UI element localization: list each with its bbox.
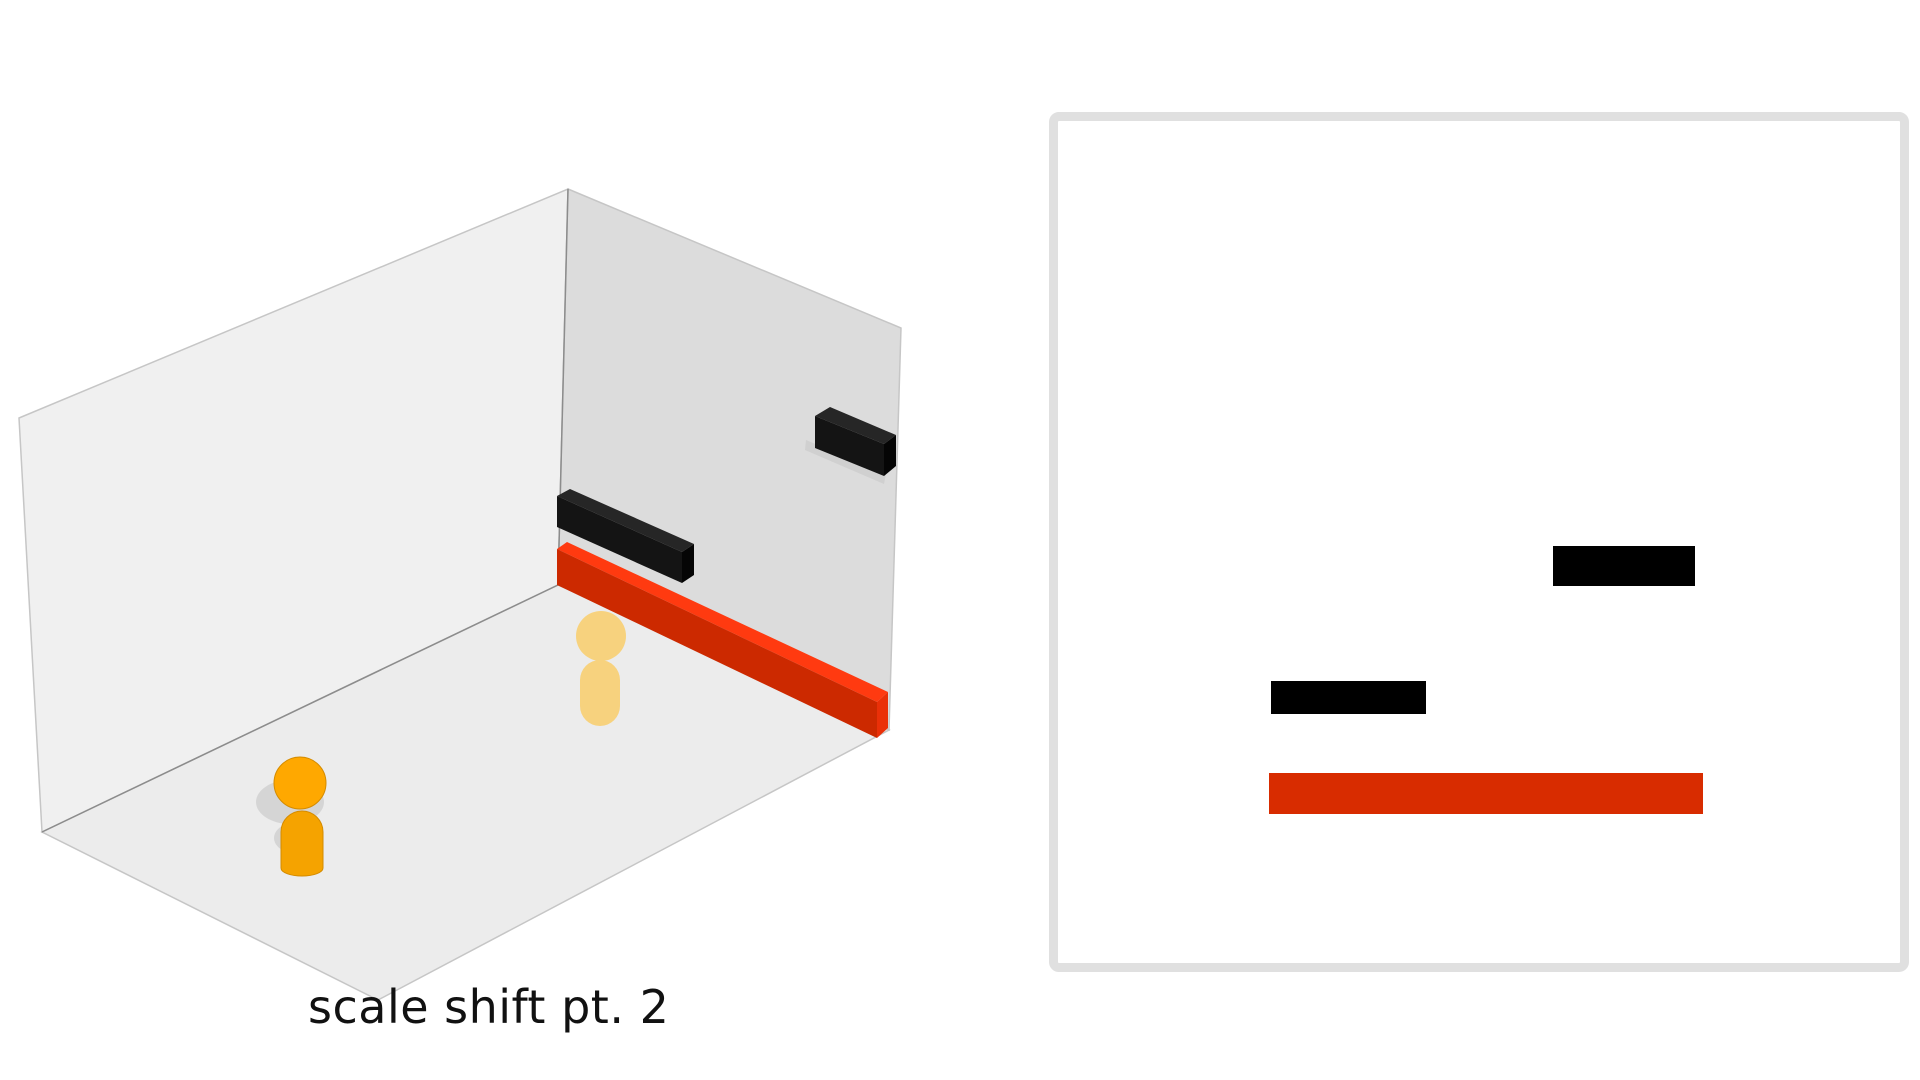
room-scene-3d [18, 187, 902, 1001]
ledge-high [815, 407, 896, 476]
preview-ledge-low [1271, 681, 1426, 714]
player-figure-icon[interactable] [273, 756, 327, 877]
player-ghost-icon [576, 611, 626, 726]
floor-edge [41, 584, 559, 833]
preview-ledge-high [1553, 546, 1695, 586]
floor-bar [557, 542, 888, 738]
top-down-preview-panel [1049, 112, 1909, 972]
preview-floor-bar [1269, 773, 1703, 814]
ledge-low [557, 489, 694, 583]
level-caption: scale shift pt. 2 [308, 980, 670, 1034]
